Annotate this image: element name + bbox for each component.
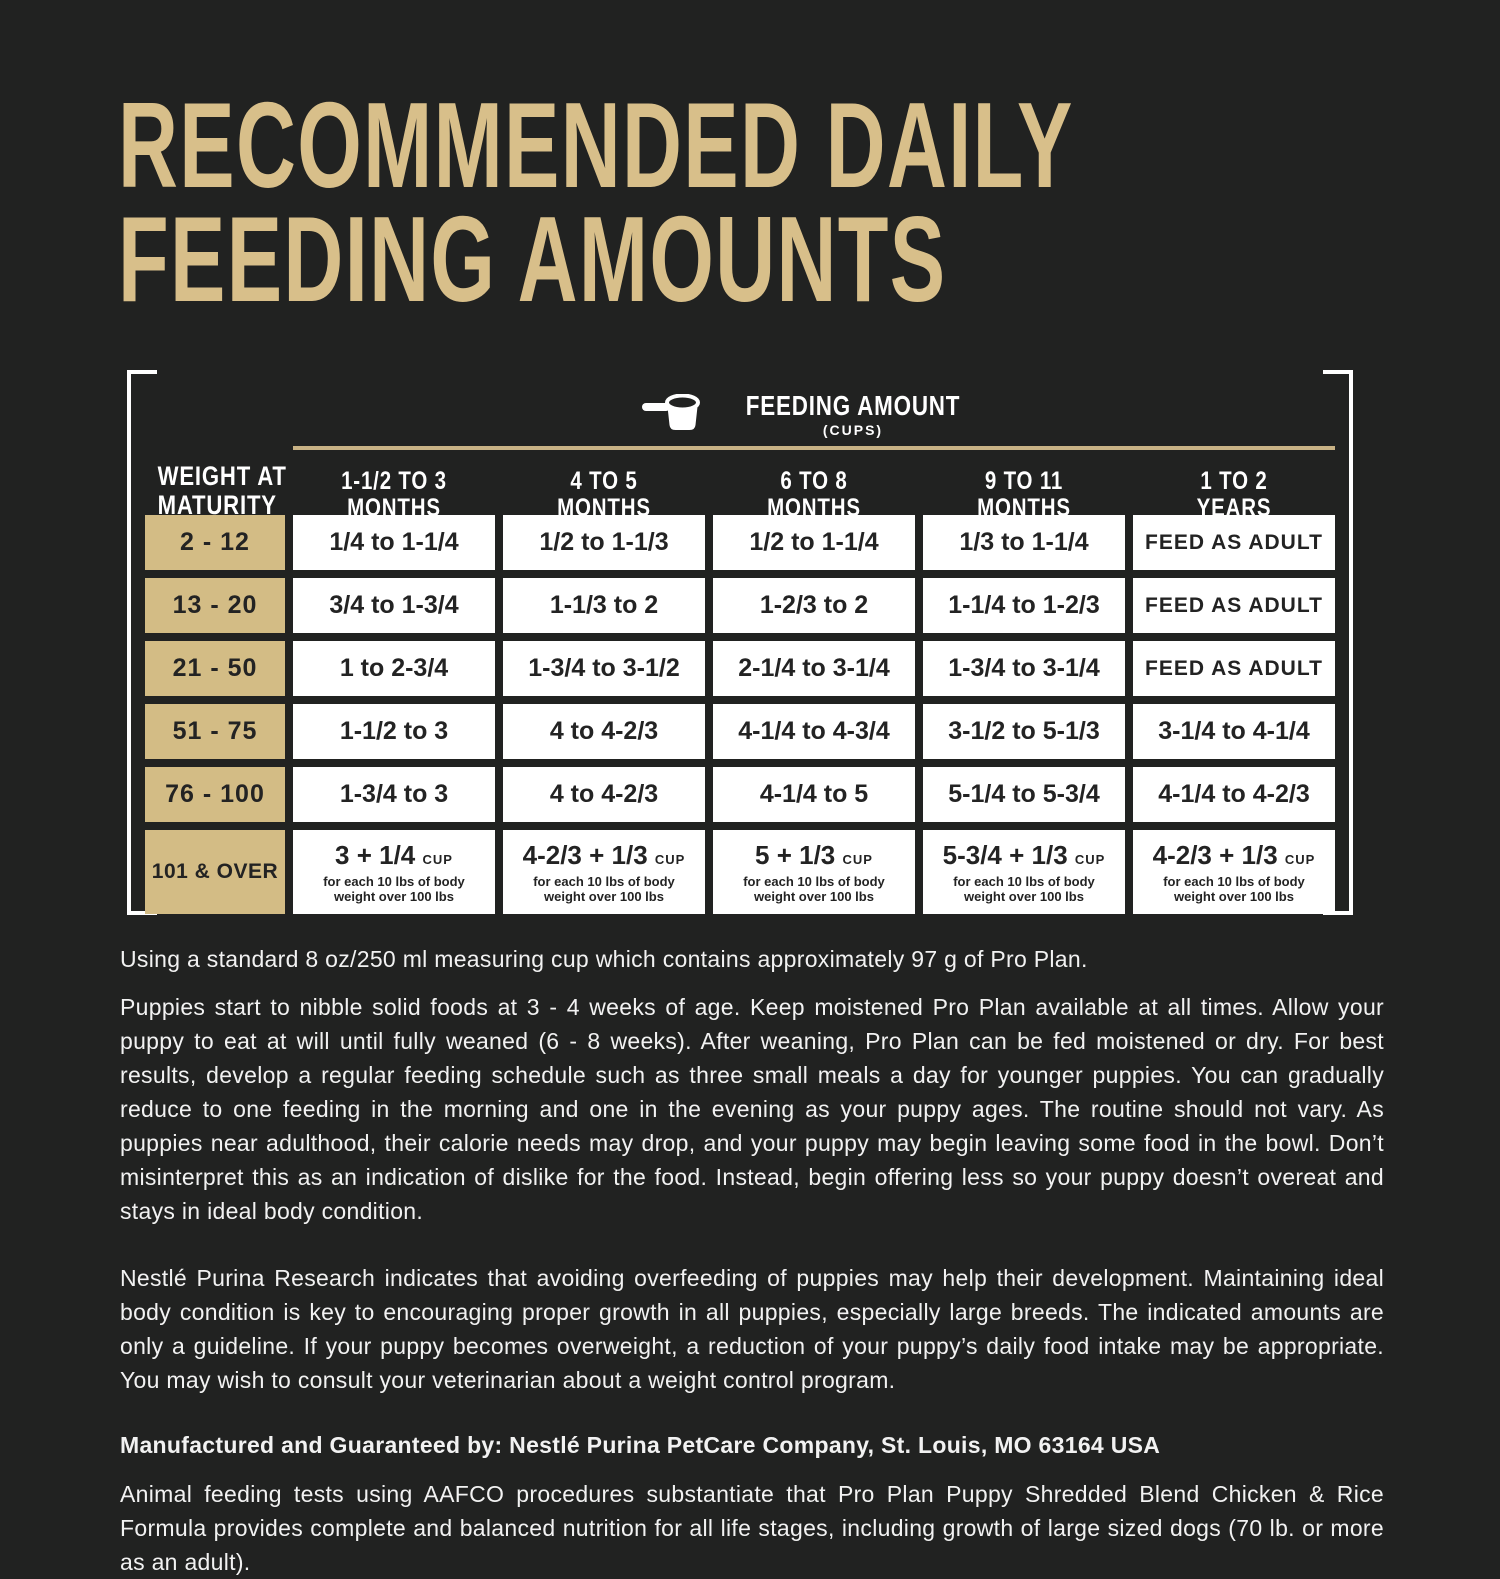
table-row: 21 - 50 1 to 2-3/4 1-3/4 to 3-1/2 2-1/4 …: [145, 641, 1335, 696]
feeding-value-cell: 1-1/3 to 2: [503, 578, 705, 633]
over-100lbs-note: weight over 100 lbs: [754, 888, 874, 904]
weight-cell: 101 & OVER: [145, 830, 285, 914]
feeding-value-cell: 1-1/2 to 3: [293, 704, 495, 759]
feeding-value-cell: 1-3/4 to 3-1/2: [503, 641, 705, 696]
left-bracket-decoration: [127, 370, 157, 915]
cup-amount: 4-2/3 + 1/3 CUP: [522, 839, 686, 870]
weight-cell: 76 - 100: [145, 767, 285, 822]
cup-unit-label: CUP: [1284, 851, 1316, 867]
column-header-age: 9 TO 11: [984, 467, 1064, 495]
cup-amount: 5 + 1/3 CUP: [755, 839, 873, 870]
feeding-value-cell: 1-2/3 to 2: [713, 578, 915, 633]
feeding-value-cell: 5 + 1/3 CUP for each 10 lbs of body weig…: [713, 830, 915, 914]
table-row: 2 - 12 1/4 to 1-1/4 1/2 to 1-1/3 1/2 to …: [145, 515, 1335, 570]
feeding-value-cell: 2-1/4 to 3-1/4: [713, 641, 915, 696]
per-10lbs-note: for each 10 lbs of body: [743, 873, 885, 889]
column-header-age: 6 TO 8: [780, 467, 848, 495]
page-title-line2: FEEDING AMOUNTS: [118, 191, 947, 327]
weight-header-line1: WEIGHT AT: [157, 461, 287, 491]
column-header-5: 1 TO 2 YEARS: [1133, 458, 1335, 538]
weight-cell: 51 - 75: [145, 704, 285, 759]
table-row: 76 - 100 1-3/4 to 3 4 to 4-2/3 4-1/4 to …: [145, 767, 1335, 822]
column-header-age: 1 TO 2: [1200, 467, 1268, 495]
feeding-value-cell: 1-1/4 to 1-2/3: [923, 578, 1125, 633]
weight-header-line2: MATURITY: [157, 490, 277, 520]
feeding-value-cell: 4 to 4-2/3: [503, 704, 705, 759]
feeding-instructions-paragraph: Puppies start to nibble solid foods at 3…: [120, 994, 1384, 1224]
per-10lbs-note: for each 10 lbs of body: [1163, 873, 1305, 889]
feeding-value-cell: 1-3/4 to 3-1/4: [923, 641, 1125, 696]
feeding-amount-text: FEEDING AMOUNT (CUPS): [719, 390, 987, 439]
feeding-value-cell: 3/4 to 1-3/4: [293, 578, 495, 633]
feeding-value-cell: 4-2/3 + 1/3 CUP for each 10 lbs of body …: [1133, 830, 1335, 914]
cup-unit-label: CUP: [842, 851, 873, 867]
table-row: 51 - 75 1-1/2 to 3 4 to 4-2/3 4-1/4 to 4…: [145, 704, 1335, 759]
over-100lbs-note: weight over 100 lbs: [544, 888, 664, 904]
feeding-amount-unit: (CUPS): [822, 422, 884, 438]
over-100lbs-note: weight over 100 lbs: [1174, 888, 1294, 904]
feeding-value-cell: 1/4 to 1-1/4: [293, 515, 495, 570]
per-10lbs-note: for each 10 lbs of body: [323, 873, 465, 889]
page-title-line1: RECOMMENDED DAILY: [118, 77, 1074, 213]
research-paragraph: Nestlé Purina Research indicates that av…: [120, 1265, 1384, 1393]
page-title: RECOMMENDED DAILY FEEDING AMOUNTS: [118, 77, 1074, 327]
weight-cell: 2 - 12: [145, 515, 285, 570]
manufacturer-line: Manufactured and Guaranteed by: Nestlé P…: [120, 1432, 1161, 1458]
column-header-age: 1-1/2 TO 3: [341, 467, 447, 495]
body-text: Using a standard 8 oz/250 ml measuring c…: [120, 942, 1384, 1579]
feeding-value-cell: 4 to 4-2/3: [503, 767, 705, 822]
feeding-value-cell: 4-1/4 to 4-3/4: [713, 704, 915, 759]
weight-cell: 21 - 50: [145, 641, 285, 696]
table-row: 13 - 20 3/4 to 1-3/4 1-1/3 to 2 1-2/3 to…: [145, 578, 1335, 633]
feeding-value-cell: 1 to 2-3/4: [293, 641, 495, 696]
per-10lbs-note: for each 10 lbs of body: [533, 873, 675, 889]
cup-unit-label: CUP: [1074, 851, 1106, 867]
per-10lbs-note: for each 10 lbs of body: [953, 873, 1095, 889]
feeding-value-cell: 1/3 to 1-1/4: [923, 515, 1125, 570]
feeding-value-cell: 1-3/4 to 3: [293, 767, 495, 822]
gold-divider-line: [293, 446, 1335, 450]
feeding-value-cell: 4-1/4 to 4-2/3: [1133, 767, 1335, 822]
feeding-value-cell: 1/2 to 1-1/3: [503, 515, 705, 570]
table-row-101-over: 101 & OVER 3 + 1/4 CUP for each 10 lbs o…: [145, 830, 1335, 914]
feeding-value-cell: 4-1/4 to 5: [713, 767, 915, 822]
over-100lbs-note: weight over 100 lbs: [334, 888, 454, 904]
weight-cell: 13 - 20: [145, 578, 285, 633]
feeding-value-cell: 3 + 1/4 CUP for each 10 lbs of body weig…: [293, 830, 495, 914]
feeding-value-cell: FEED AS ADULT: [1133, 578, 1335, 633]
cup-amount: 4-2/3 + 1/3 CUP: [1152, 839, 1316, 870]
feeding-value-cell: FEED AS ADULT: [1133, 641, 1335, 696]
feeding-guide-label: { "title": { "line1": "RECOMMENDED DAILY…: [118, 77, 1384, 1575]
feeding-value-cell: 3-1/4 to 4-1/4: [1133, 704, 1335, 759]
feeding-amount-header: FEEDING AMOUNT (CUPS): [293, 392, 1335, 438]
feeding-value-cell: 4-2/3 + 1/3 CUP for each 10 lbs of body …: [503, 830, 705, 914]
feeding-amount-label: FEEDING AMOUNT: [745, 390, 961, 421]
measuring-cup-note: Using a standard 8 oz/250 ml measuring c…: [120, 946, 1088, 972]
right-bracket-decoration: [1323, 370, 1353, 915]
aafco-statement: Animal feeding tests using AAFCO procedu…: [120, 1481, 1384, 1575]
measuring-cup-icon: [641, 393, 705, 437]
cup-amount: 5-3/4 + 1/3 CUP: [942, 839, 1106, 870]
cup-unit-label: CUP: [654, 851, 686, 867]
cup-unit-label: CUP: [422, 851, 453, 867]
feeding-value-cell: 5-1/4 to 5-3/4: [923, 767, 1125, 822]
feeding-value-cell: 5-3/4 + 1/3 CUP for each 10 lbs of body …: [923, 830, 1125, 914]
feeding-value-cell: 1/2 to 1-1/4: [713, 515, 915, 570]
column-header-age: 4 TO 5: [570, 467, 638, 495]
feeding-value-cell: 3-1/2 to 5-1/3: [923, 704, 1125, 759]
cup-amount: 3 + 1/4 CUP: [335, 839, 453, 870]
table-rows: 2 - 12 1/4 to 1-1/4 1/2 to 1-1/3 1/2 to …: [145, 515, 1335, 914]
over-100lbs-note: weight over 100 lbs: [964, 888, 1084, 904]
feeding-value-cell: FEED AS ADULT: [1133, 515, 1335, 570]
